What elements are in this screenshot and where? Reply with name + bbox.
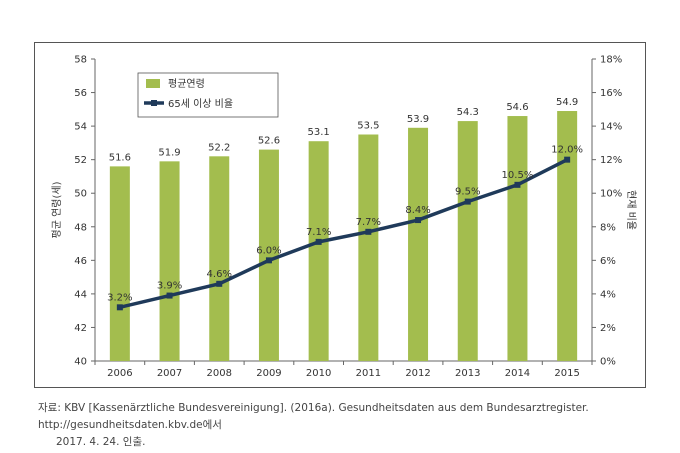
line-value-label: 8.4% [405,205,430,216]
bar-value-label: 53.1 [308,127,330,138]
bar [308,141,329,361]
line-value-label: 10.5% [502,170,534,181]
line-marker [415,217,422,224]
y-tick-label-right: 4% [600,289,616,300]
y-tick-label-left: 58 [74,55,87,66]
bar-value-label: 54.9 [556,97,578,108]
line-marker [464,198,471,205]
bar-value-label: 53.9 [407,114,429,125]
line-value-label: 9.5% [455,187,480,198]
x-tick-label: 2010 [306,368,331,379]
bar-value-label: 51.9 [158,147,180,158]
x-tick-label: 2008 [207,368,232,379]
bar [209,156,230,361]
bar [258,149,279,361]
line-path [119,158,568,310]
y-tick-label-left: 44 [74,289,87,300]
y-tick-label-left: 42 [74,323,87,334]
y-tick-label-right: 10% [600,189,622,200]
chart-frame [34,42,646,388]
line-marker [116,304,123,311]
legend-swatch-marker [151,100,157,106]
line-marker [216,280,223,287]
y-tick-label-left: 48 [74,222,87,233]
source-line-1: 자료: KBV [Kassenärztliche Bundesvereinigu… [38,402,589,431]
line-marker [315,238,322,245]
bar-value-label: 53.5 [357,121,379,132]
legend-label-bar: 평균연령 [168,78,205,90]
x-tick-label: 2014 [505,368,530,379]
x-tick-label: 2006 [107,368,132,379]
bar [358,134,379,361]
y-tick-label-right: 18% [600,55,622,66]
line-marker [365,228,372,235]
bar-value-label: 54.3 [457,107,479,118]
y-tick-label-right: 12% [600,155,622,166]
line-value-label: 6.0% [256,245,281,256]
x-tick-label: 2009 [256,368,281,379]
y-tick-label-right: 2% [600,323,616,334]
y-tick-label-right: 6% [600,256,616,267]
y-tick-label-left: 54 [74,122,87,133]
line-marker [166,292,173,299]
bar [507,116,528,362]
legend-box [137,72,279,118]
x-tick-label: 2015 [554,368,579,379]
x-tick-label: 2011 [356,368,381,379]
y-axis-title-left: 평균 연령(세) [51,181,63,238]
line-marker [514,181,521,188]
line-value-label: 12.0% [551,145,583,156]
y-tick-label-right: 8% [600,222,616,233]
line-value-label: 7.1% [306,227,331,238]
bar-series [109,111,578,362]
legend: 평균연령 65세 이상 비율 [137,72,279,118]
legend-label-line: 65세 이상 비율 [168,98,233,110]
bar [109,166,130,361]
line-marker [265,257,272,264]
bar [408,127,429,362]
y-tick-label-left: 50 [74,189,87,200]
bar-value-label: 52.6 [258,136,280,147]
data-labels: 51.6 51.9 52.2 52.6 53.1 53.5 53.9 54.3 54.6 54.9… [107,97,583,303]
axes: 40 42 44 46 48 50 52 54 56 58 0% 2% 4% 6% 8% 10% 12% 14% 1… [51,55,637,380]
y-tick-label-right: 14% [600,122,622,133]
line-value-label: 7.7% [356,217,381,228]
y-tick-label-left: 40 [74,357,87,368]
line-value-label: 3.9% [157,281,182,292]
x-tick-label: 2013 [455,368,480,379]
source-note: 자료: KBV [Kassenärztliche Bundesvereinigu… [38,400,658,451]
y-axis-title-right: 현재 비율 [625,190,637,230]
line-value-label: 4.6% [207,269,232,280]
y-tick-label-right: 0% [600,357,616,368]
line-value-label: 3.2% [107,292,132,303]
x-tick-label: 2012 [405,368,430,379]
y-tick-label-left: 56 [74,88,87,99]
bar [457,121,478,361]
x-tick-label: 2007 [157,368,182,379]
line-series [116,156,571,311]
line-marker [564,156,571,163]
bar [557,111,578,361]
y-tick-label-left: 52 [74,155,87,166]
y-tick-label-right: 16% [600,88,622,99]
y-tick-label-left: 46 [74,256,87,267]
source-line-2: 2017. 4. 24. 인출. [56,436,146,448]
bar-value-label: 54.6 [506,102,528,113]
bar-value-label: 51.6 [109,152,131,163]
bar-value-label: 52.2 [208,142,230,153]
bar [159,161,180,361]
legend-swatch-bar [146,79,160,88]
